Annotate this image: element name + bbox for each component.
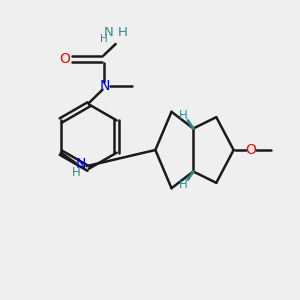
Text: H: H [179,178,188,191]
Text: H: H [118,26,128,39]
Text: O: O [59,52,70,66]
Text: H: H [71,166,80,178]
Text: H: H [179,109,188,122]
Text: O: O [245,143,256,157]
Text: H: H [100,34,108,44]
Text: N: N [104,26,114,39]
Text: N: N [75,157,86,171]
Text: N: N [99,79,110,93]
